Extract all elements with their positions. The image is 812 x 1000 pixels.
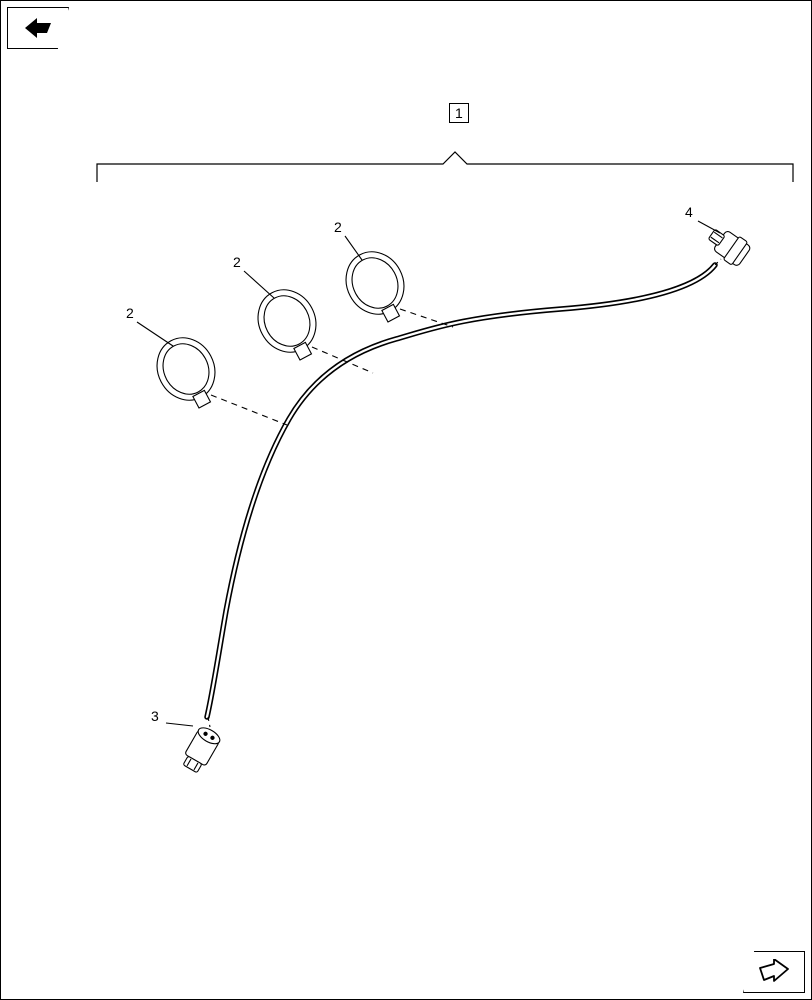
diagram-page: 1 2 2 2 3 4	[0, 0, 812, 1000]
callout-clamp-label: 2	[334, 219, 342, 235]
connector-bottom-icon	[166, 717, 222, 775]
callout-connector4-label: 4	[685, 204, 693, 220]
parts-diagram	[1, 1, 812, 1000]
clamp-group	[137, 236, 453, 425]
callout-clamp-label: 2	[233, 254, 241, 270]
connector-top-icon	[698, 221, 752, 268]
wire-harness	[207, 265, 715, 717]
assembly-bracket	[97, 152, 793, 182]
clamp-icon	[247, 280, 326, 363]
clamp-icon	[335, 242, 414, 325]
callout-clamp-label: 2	[126, 305, 134, 321]
callout-assembly-label: 1	[449, 103, 469, 123]
callout-connector3-label: 3	[151, 708, 159, 724]
clamp-icon	[146, 328, 225, 411]
